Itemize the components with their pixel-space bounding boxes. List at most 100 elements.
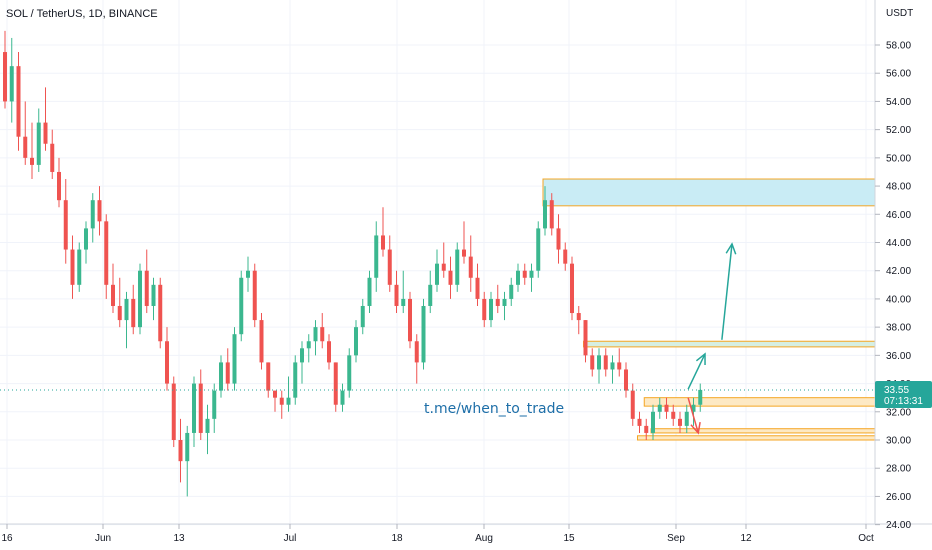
candle-body[interactable] (23, 136, 28, 158)
zone-rect[interactable] (643, 397, 876, 407)
candle-body[interactable] (482, 298, 487, 321)
candle-body[interactable] (333, 362, 338, 405)
candle-body[interactable] (448, 270, 453, 285)
candle-body[interactable] (84, 228, 88, 250)
candle-body[interactable] (185, 432, 190, 462)
candle-body[interactable] (455, 249, 460, 285)
candle-body[interactable] (678, 418, 682, 426)
candle-body[interactable] (549, 200, 554, 229)
candle-body[interactable] (603, 355, 608, 370)
candle-body[interactable] (50, 143, 55, 172)
candle-body[interactable] (691, 404, 696, 412)
candle-body[interactable] (630, 390, 635, 419)
candle-body[interactable] (104, 221, 109, 285)
candle-body[interactable] (131, 298, 136, 328)
candle-body[interactable] (509, 284, 514, 299)
zone-rect[interactable] (650, 428, 876, 434)
candle-body[interactable] (313, 327, 318, 342)
candle-body[interactable] (394, 284, 399, 306)
time-axis[interactable]: 16 Jun 13 Jul 18 Aug 15 Sep 12 Oct (1, 524, 874, 544)
candle-body[interactable] (651, 411, 655, 433)
candle-body[interactable] (340, 390, 345, 405)
candle-body[interactable] (529, 270, 534, 278)
candle-body[interactable] (273, 390, 277, 398)
candle-body[interactable] (111, 284, 115, 306)
candle-body[interactable] (657, 404, 662, 412)
candle-body[interactable] (414, 341, 419, 363)
candle-body[interactable] (475, 277, 480, 299)
candle-body[interactable] (381, 235, 385, 250)
candle-body[interactable] (624, 369, 628, 391)
candle-body[interactable] (536, 228, 541, 271)
candle-body[interactable] (684, 411, 689, 426)
candle-body[interactable] (462, 249, 466, 257)
candle-body[interactable] (306, 341, 311, 349)
candle-body[interactable] (16, 66, 21, 137)
candle-body[interactable] (347, 355, 352, 391)
zone-rect[interactable] (542, 178, 876, 207)
candle-body[interactable] (225, 362, 230, 384)
candle-body[interactable] (428, 284, 433, 306)
candle-series[interactable] (3, 30, 703, 497)
candle-body[interactable] (576, 313, 581, 321)
candle-body[interactable] (138, 270, 142, 328)
candle-body[interactable] (63, 200, 68, 250)
zone-rect[interactable] (583, 340, 876, 348)
candle-body[interactable] (219, 362, 223, 391)
candle-body[interactable] (664, 404, 669, 412)
candle-body[interactable] (9, 66, 14, 102)
candle-body[interactable] (367, 277, 372, 306)
candle-body[interactable] (57, 171, 61, 201)
candle-body[interactable] (320, 327, 325, 342)
candle-body[interactable] (97, 200, 102, 222)
candle-body[interactable] (489, 298, 493, 321)
candle-body[interactable] (70, 249, 75, 285)
candle-body[interactable] (590, 355, 595, 370)
candle-body[interactable] (435, 263, 439, 285)
candle-body[interactable] (171, 383, 176, 440)
zone-rect[interactable] (637, 435, 876, 441)
candle-body[interactable] (3, 52, 7, 102)
candle-body[interactable] (36, 122, 41, 165)
candle-body[interactable] (117, 305, 122, 321)
candle-body[interactable] (165, 341, 169, 384)
candle-body[interactable] (43, 122, 48, 144)
candle-body[interactable] (570, 263, 574, 314)
candle-body[interactable] (300, 348, 304, 363)
candle-body[interactable] (239, 277, 244, 335)
candle-body[interactable] (421, 305, 426, 363)
candle-body[interactable] (563, 249, 568, 264)
candle-body[interactable] (468, 256, 473, 278)
candle-body[interactable] (441, 263, 446, 271)
candle-body[interactable] (293, 362, 298, 398)
candle-body[interactable] (259, 320, 264, 363)
candle-body[interactable] (495, 298, 500, 306)
candle-body[interactable] (374, 235, 379, 278)
candle-body[interactable] (543, 200, 547, 229)
candle-body[interactable] (354, 327, 358, 356)
candle-body[interactable] (387, 249, 392, 285)
candle-body[interactable] (192, 383, 196, 433)
candle-body[interactable] (401, 298, 406, 306)
symbol-title[interactable]: SOL / TetherUS, 1D, BINANCE (6, 8, 158, 20)
candle-body[interactable] (198, 383, 203, 433)
candle-body[interactable] (360, 305, 365, 328)
candle-body[interactable] (522, 270, 527, 278)
candle-body[interactable] (644, 425, 649, 433)
candle-body[interactable] (556, 228, 561, 250)
candle-body[interactable] (610, 362, 615, 370)
candle-body[interactable] (266, 362, 271, 391)
candle-body[interactable] (30, 157, 34, 165)
projection-arrows[interactable] (687, 242, 737, 435)
candle-body[interactable] (583, 320, 588, 356)
candle-body[interactable] (698, 389, 703, 405)
candle-body[interactable] (637, 418, 642, 426)
candle-body[interactable] (252, 270, 257, 321)
candle-body[interactable] (158, 284, 163, 342)
candle-body[interactable] (77, 249, 82, 285)
candle-body[interactable] (151, 284, 156, 306)
candle-body[interactable] (617, 362, 622, 370)
candle-body[interactable] (286, 397, 291, 405)
candle-body[interactable] (212, 390, 217, 419)
